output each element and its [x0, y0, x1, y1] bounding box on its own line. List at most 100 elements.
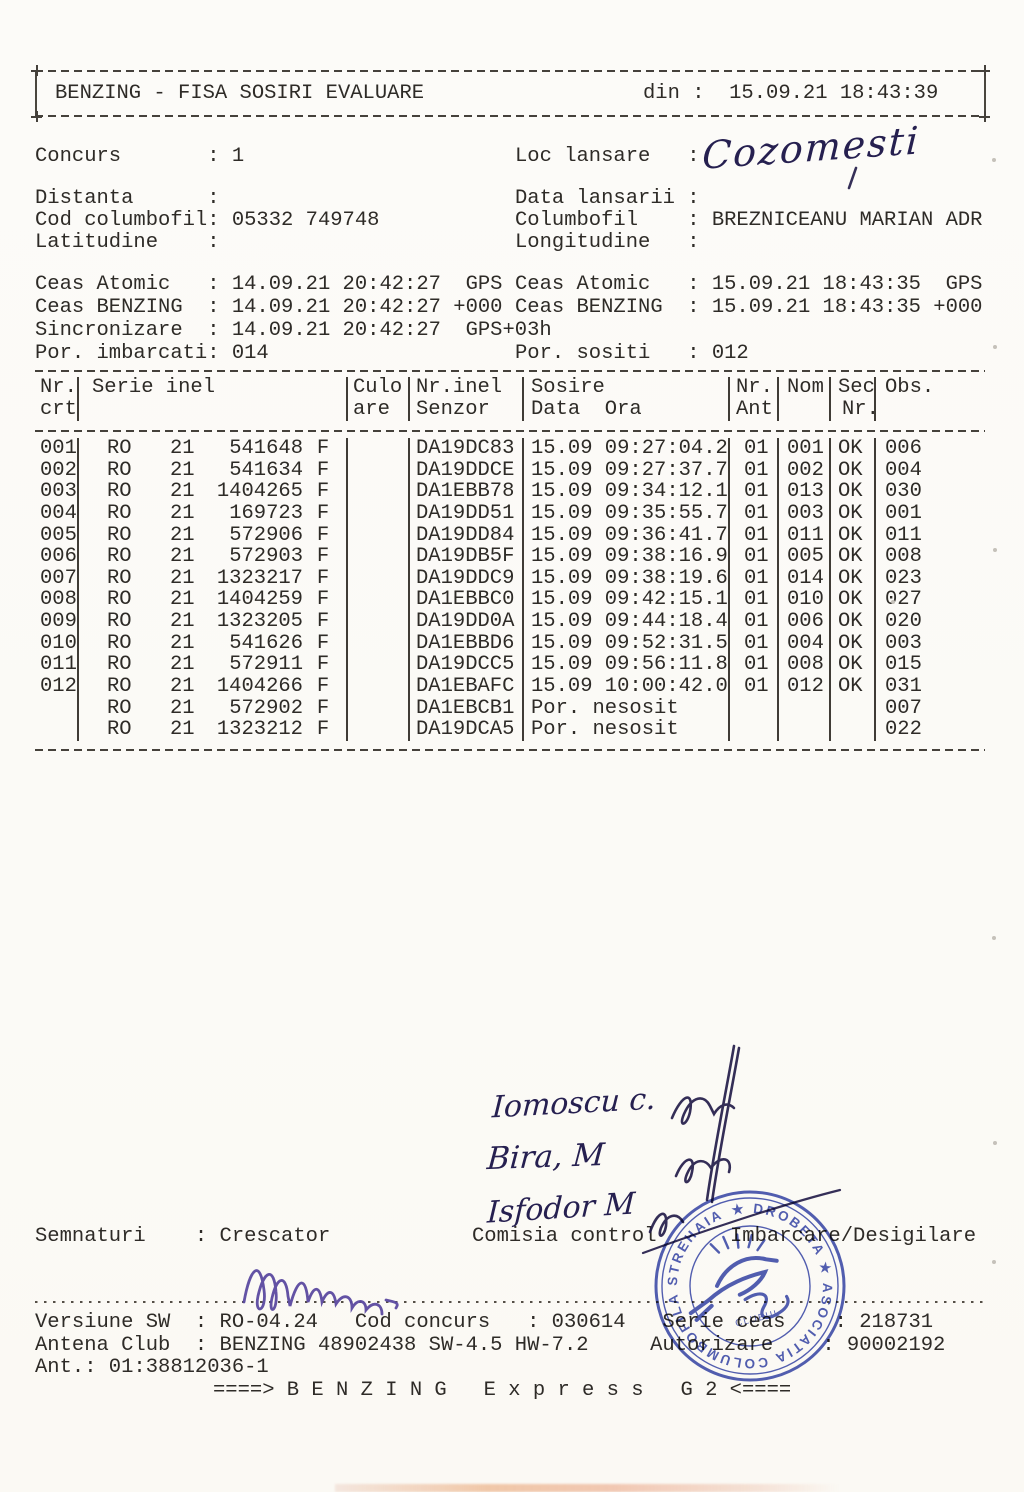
cell-culoare: [346, 611, 408, 633]
cell-sec: OK: [829, 632, 874, 655]
cell-nom: 012: [777, 676, 829, 698]
scan-speck: [891, 600, 895, 604]
cell-obs: 015: [874, 654, 985, 677]
cell-ant: 01: [728, 524, 777, 547]
ring-number: 1323212: [216, 719, 303, 741]
table-rule-top: [35, 370, 985, 372]
pen-stroke-vertical-2: [710, 1046, 741, 1204]
table-row: 011 RO 21 572911 F DA19DCC5 15.09 09:56:11.…: [35, 654, 985, 677]
info-line-por-imbarcati: Por. imbarcati: 014: [35, 342, 269, 365]
cell-ant: 01: [728, 611, 777, 633]
cell-sosire: 15.09 09:38:19.6: [522, 567, 728, 590]
cell-serie-inel: RO 21 1404266 F: [77, 676, 346, 698]
handwritten-loc-lansare: Cozomesti: [701, 118, 922, 178]
col-header-serie-2: [77, 399, 346, 421]
cell-sosire: 15.09 09:36:41.7: [522, 524, 728, 547]
ring-number: 1323217: [216, 567, 303, 590]
cell-crt: 006: [40, 546, 77, 568]
pen-stroke-vertical: [705, 1044, 736, 1202]
ring-number: 1404265: [216, 481, 303, 503]
cell-sec: OK: [829, 611, 874, 633]
table-body: 001 RO 21 541648 F DA19DC83 15.09 09:27:04.…: [35, 432, 985, 749]
cell-senzor: DA19DB5F: [408, 546, 522, 568]
cell-nom: 014: [777, 567, 829, 590]
cell-ant: 01: [728, 589, 777, 612]
semnaturi-label: Semnaturi : Crescator: [35, 1225, 331, 1248]
cell-serie-inel: RO 21 572911 F: [77, 654, 346, 677]
cell-crt: [35, 698, 77, 720]
ring-sex: F: [316, 459, 330, 482]
cell-serie-inel: RO 21 541648 F: [77, 438, 346, 460]
cell-culoare: [346, 567, 408, 590]
info-line-loc-lansare: Loc lansare :: [515, 145, 700, 168]
table-rule-bottom: [35, 748, 985, 751]
cell-ant: 01: [728, 438, 777, 460]
table-row: 012 RO 21 1404266 F DA1EBAFC 15.09 10:00:42…: [35, 676, 985, 698]
ring-sex: F: [316, 546, 330, 568]
cell-ant: 01: [728, 546, 777, 568]
col-header-culoare-2: are: [346, 399, 408, 421]
cell-sosire: 15.09 09:42:15.1: [522, 589, 728, 612]
document-header-box: BENZING - FISA SOSIRI EVALUARE din : 15.…: [31, 65, 990, 122]
ring-country: RO: [107, 719, 132, 741]
arrivals-table: Nr. Serie inel Culo Nr.inel Sosire Nr. N…: [35, 370, 985, 751]
cell-nom: 006: [777, 611, 829, 633]
col-header-serie: Serie inel: [77, 377, 346, 399]
report-datetime: din : 15.09.21 18:43:39: [643, 82, 939, 105]
cell-sec: OK: [829, 459, 874, 482]
cell-sosire: 15.09 10:00:42.0: [522, 676, 728, 698]
cell-obs: 004: [874, 459, 985, 482]
cell-obs: 001: [874, 502, 985, 525]
club-stamp: ★ DROBETA ★ ASOCIATIA COLUMBOFILA STREHA…: [647, 1183, 854, 1390]
ring-country: RO: [107, 567, 132, 590]
scan-speck: [993, 1141, 997, 1145]
ring-number: 572902: [229, 697, 303, 720]
cell-crt: 010: [40, 632, 77, 655]
ring-number: 572911: [229, 654, 303, 677]
ring-sex: F: [316, 502, 330, 525]
scan-speck: [992, 158, 996, 162]
cell-sec: OK: [829, 676, 874, 698]
ring-sex: F: [316, 719, 330, 741]
cell-serie-inel: RO 21 541626 F: [77, 632, 346, 655]
cell-obs: 020: [874, 611, 985, 633]
cell-serie-inel: RO 21 541634 F: [77, 459, 346, 482]
cell-sec: OK: [829, 654, 874, 677]
ring-year: 21: [170, 676, 195, 698]
col-header-nom: Nom: [777, 377, 829, 399]
cell-culoare: [346, 719, 408, 741]
info-line-concurs: Concurs : 1: [35, 145, 245, 168]
cell-serie-inel: RO 21 1404259 F: [77, 589, 346, 612]
footer-antena-club: Antena Club : BENZING 48902438 SW-4.5 HW…: [35, 1334, 946, 1357]
col-header-sosire-2: Data Ora: [522, 399, 728, 421]
cell-senzor: DA19DCA5: [408, 719, 522, 741]
cell-nom: 004: [777, 632, 829, 655]
info-line-latitudine: Latitudine :: [35, 231, 220, 254]
cell-nom: 005: [777, 546, 829, 568]
cell-culoare: [346, 654, 408, 677]
cell-senzor: DA1EBBD6: [408, 632, 522, 655]
scan-speck: [992, 936, 996, 940]
cell-obs: 023: [874, 567, 985, 590]
col-header-obs-2: [874, 399, 985, 421]
info-line-distanta: Distanta :: [35, 187, 220, 210]
ring-year: 21: [170, 589, 195, 612]
signature-squiggle-2: [674, 1158, 732, 1184]
cell-senzor: DA19DD84: [408, 524, 522, 547]
handwritten-note-2: Bira, M: [485, 1136, 606, 1178]
cell-senzor: DA19DD0A: [408, 611, 522, 633]
ring-country: RO: [107, 632, 132, 655]
cell-crt: 008: [40, 589, 77, 612]
ring-number: 541634: [229, 459, 303, 482]
ring-sex: F: [316, 481, 330, 503]
ring-number: 1323205: [216, 611, 303, 633]
info-line-por-sositi: Por. sositi : 012: [515, 342, 749, 365]
table-row: 001 RO 21 541648 F DA19DC83 15.09 09:27:04.…: [35, 438, 985, 460]
ascii-corner: [979, 65, 990, 76]
footer-ant: Ant.: 01:38812036-1: [35, 1356, 269, 1379]
info-line-sincronizare: Sincronizare : 14.09.21 20:42:27 GPS+03h: [35, 319, 552, 342]
cell-senzor: DA1EBBC0: [408, 589, 522, 612]
info-line-columbofil: Columbofil : BREZNICEANU MARIAN ADR: [515, 209, 983, 232]
svg-text:★ DROBETA ★ ASOCIATIA COLUMBOF: ★ DROBETA ★ ASOCIATIA COLUMBOFILA STREHA…: [647, 1183, 854, 1390]
ring-year: 21: [170, 719, 195, 741]
